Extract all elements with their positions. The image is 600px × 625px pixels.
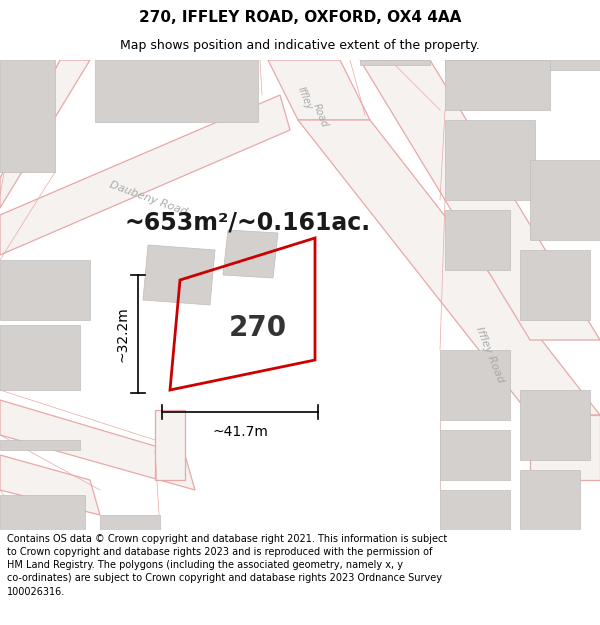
- Text: Iffley Road: Iffley Road: [474, 326, 506, 384]
- Polygon shape: [155, 410, 185, 480]
- Polygon shape: [445, 120, 535, 200]
- Polygon shape: [0, 260, 90, 320]
- Polygon shape: [0, 60, 55, 172]
- Polygon shape: [95, 60, 258, 122]
- Polygon shape: [440, 490, 510, 530]
- Text: ~41.7m: ~41.7m: [212, 425, 268, 439]
- Polygon shape: [0, 495, 85, 530]
- Polygon shape: [520, 390, 590, 460]
- Polygon shape: [445, 210, 510, 270]
- Polygon shape: [360, 60, 430, 65]
- Polygon shape: [445, 60, 600, 70]
- Text: 270: 270: [229, 314, 287, 342]
- Polygon shape: [223, 230, 278, 278]
- Polygon shape: [520, 470, 580, 530]
- Text: Road: Road: [311, 101, 329, 129]
- Polygon shape: [298, 120, 600, 415]
- Polygon shape: [0, 440, 80, 450]
- Text: Iffley: Iffley: [296, 85, 314, 111]
- Polygon shape: [360, 60, 600, 340]
- Text: Contains OS data © Crown copyright and database right 2021. This information is : Contains OS data © Crown copyright and d…: [7, 534, 448, 597]
- Polygon shape: [0, 325, 80, 390]
- Text: 270, IFFLEY ROAD, OXFORD, OX4 4AA: 270, IFFLEY ROAD, OXFORD, OX4 4AA: [139, 11, 461, 26]
- Polygon shape: [530, 415, 600, 480]
- Polygon shape: [268, 60, 370, 120]
- Polygon shape: [100, 515, 160, 530]
- Text: Daubeny Road: Daubeny Road: [108, 179, 188, 217]
- Text: ~32.2m: ~32.2m: [115, 306, 129, 362]
- Text: ~653m²/~0.161ac.: ~653m²/~0.161ac.: [125, 210, 371, 234]
- Polygon shape: [0, 455, 100, 515]
- Text: Map shows position and indicative extent of the property.: Map shows position and indicative extent…: [120, 39, 480, 51]
- Polygon shape: [143, 245, 215, 305]
- Polygon shape: [520, 250, 590, 320]
- Polygon shape: [0, 400, 195, 490]
- Polygon shape: [445, 60, 550, 110]
- Polygon shape: [0, 95, 290, 255]
- Polygon shape: [0, 60, 90, 208]
- Polygon shape: [440, 430, 510, 480]
- Polygon shape: [530, 160, 600, 240]
- Polygon shape: [440, 350, 510, 420]
